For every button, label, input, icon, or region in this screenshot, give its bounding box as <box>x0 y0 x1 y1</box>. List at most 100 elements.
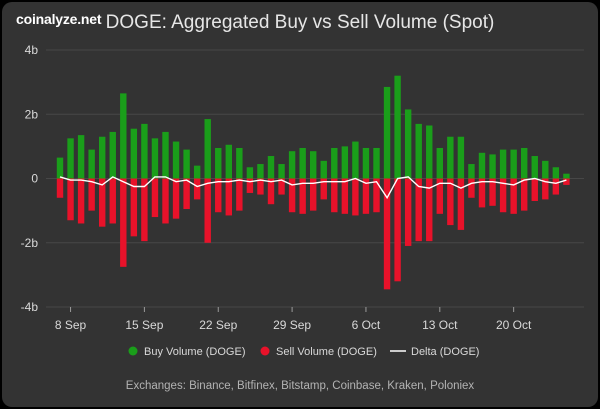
buy-bar[interactable] <box>499 149 507 179</box>
sell-bar[interactable] <box>204 178 211 243</box>
sell-bar[interactable] <box>352 178 359 216</box>
buy-bar[interactable] <box>204 119 211 179</box>
buy-bar[interactable] <box>478 152 486 179</box>
sell-bar[interactable] <box>162 178 169 224</box>
sell-bar[interactable] <box>447 178 454 226</box>
buy-bar[interactable] <box>215 147 222 179</box>
buy-bar[interactable] <box>120 93 127 179</box>
buy-bar[interactable] <box>383 86 391 179</box>
buy-bar[interactable] <box>151 138 159 179</box>
sell-bar[interactable] <box>404 178 412 246</box>
sell-bar[interactable] <box>331 178 338 213</box>
buy-bar[interactable] <box>552 167 560 179</box>
buy-bar[interactable] <box>320 160 327 179</box>
sell-bar[interactable] <box>394 178 401 282</box>
legend-buy-label[interactable]: Buy Volume (DOGE) <box>144 346 245 358</box>
buy-bar[interactable] <box>510 149 517 179</box>
sell-bar[interactable] <box>552 178 560 195</box>
sell-bar[interactable] <box>489 178 496 206</box>
sell-bar[interactable] <box>246 178 254 193</box>
buy-bar[interactable] <box>489 154 496 179</box>
sell-bar[interactable] <box>362 178 370 214</box>
sell-bar[interactable] <box>542 178 549 200</box>
buy-bar[interactable] <box>56 157 64 179</box>
buy-bar[interactable] <box>362 147 370 179</box>
buy-bar[interactable] <box>299 147 306 179</box>
buy-bar[interactable] <box>141 123 148 179</box>
sell-bar[interactable] <box>563 178 570 185</box>
buy-bar[interactable] <box>130 128 138 179</box>
sell-bar[interactable] <box>288 178 296 213</box>
buy-bar[interactable] <box>225 144 232 179</box>
buy-bar[interactable] <box>436 147 443 179</box>
sell-bar[interactable] <box>172 178 180 219</box>
sell-bar[interactable] <box>341 178 349 214</box>
buy-bar[interactable] <box>257 164 264 179</box>
buy-bar[interactable] <box>521 147 528 179</box>
buy-bar[interactable] <box>563 173 570 179</box>
buy-bar[interactable] <box>404 109 412 179</box>
sell-bar[interactable] <box>236 178 243 211</box>
sell-bar[interactable] <box>151 178 159 218</box>
buy-bar[interactable] <box>468 164 475 179</box>
sell-bar[interactable] <box>193 178 201 200</box>
sell-bar[interactable] <box>88 178 95 211</box>
sell-bar[interactable] <box>531 178 538 201</box>
buy-bar[interactable] <box>162 131 169 179</box>
sell-bar[interactable] <box>415 178 422 242</box>
buy-bar[interactable] <box>109 131 116 179</box>
sell-bar[interactable] <box>299 178 306 214</box>
sell-bar[interactable] <box>320 178 327 200</box>
sell-bar[interactable] <box>499 178 507 213</box>
sell-bar[interactable] <box>141 178 148 242</box>
sell-bar[interactable] <box>510 178 517 214</box>
sell-bar[interactable] <box>183 178 190 210</box>
sell-bar[interactable] <box>278 178 285 195</box>
sell-bar[interactable] <box>267 178 275 205</box>
buy-bar[interactable] <box>415 123 422 179</box>
sell-bar[interactable] <box>109 178 116 224</box>
buy-bar[interactable] <box>246 167 254 179</box>
buy-bar[interactable] <box>99 136 106 179</box>
buy-bar[interactable] <box>426 125 433 179</box>
buy-bar[interactable] <box>394 75 401 179</box>
sell-bar[interactable] <box>373 178 380 213</box>
legend-delta-label[interactable]: Delta (DOGE) <box>411 346 479 358</box>
buy-bar[interactable] <box>288 151 296 179</box>
buy-bar[interactable] <box>542 160 549 179</box>
sell-bar[interactable] <box>426 178 433 242</box>
sell-bar[interactable] <box>257 178 264 195</box>
buy-bar[interactable] <box>457 136 465 179</box>
buy-bar[interactable] <box>352 141 359 179</box>
buy-bar[interactable] <box>267 156 275 179</box>
delta-line[interactable] <box>59 176 567 200</box>
sell-bar[interactable] <box>468 178 475 198</box>
sell-bar[interactable] <box>130 178 138 237</box>
sell-bar[interactable] <box>383 178 391 290</box>
buy-bar[interactable] <box>67 138 74 179</box>
buy-bar[interactable] <box>341 146 349 179</box>
sell-bar[interactable] <box>436 178 443 214</box>
sell-bar[interactable] <box>457 178 465 230</box>
buy-bar[interactable] <box>193 165 201 179</box>
buy-bar[interactable] <box>531 156 538 179</box>
sell-bar[interactable] <box>56 178 64 198</box>
buy-bar[interactable] <box>373 147 380 179</box>
buy-bar[interactable] <box>88 149 95 179</box>
buy-bar[interactable] <box>77 135 85 179</box>
buy-bar[interactable] <box>310 151 317 179</box>
sell-bar[interactable] <box>120 178 127 267</box>
buy-bar[interactable] <box>331 147 338 179</box>
sell-bar[interactable] <box>77 178 85 224</box>
sell-bar[interactable] <box>215 178 222 213</box>
buy-bar[interactable] <box>172 141 180 179</box>
buy-bar[interactable] <box>236 147 243 179</box>
legend-sell-label[interactable]: Sell Volume (DOGE) <box>276 346 377 358</box>
sell-bar[interactable] <box>225 178 232 216</box>
sell-bar[interactable] <box>478 178 486 208</box>
sell-bar[interactable] <box>99 178 106 227</box>
buy-bar[interactable] <box>447 136 454 179</box>
buy-bar[interactable] <box>183 149 190 179</box>
sell-bar[interactable] <box>310 178 317 211</box>
sell-bar[interactable] <box>521 178 528 211</box>
